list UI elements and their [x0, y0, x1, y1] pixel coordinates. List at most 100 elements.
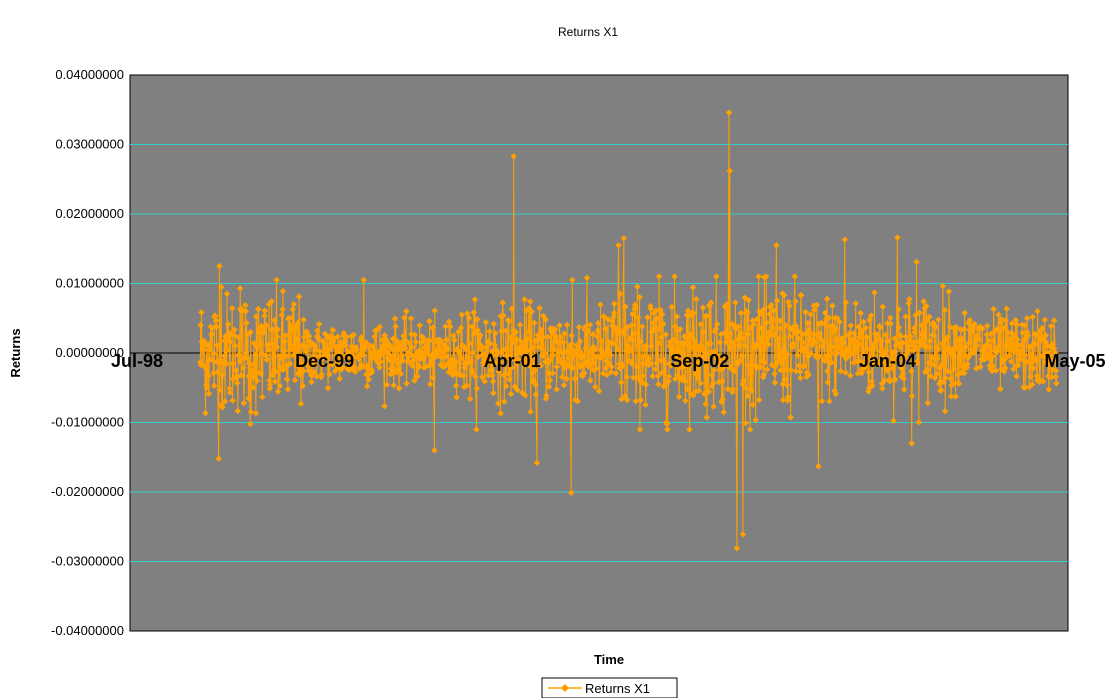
data-point	[1013, 373, 1020, 380]
data-point	[213, 323, 220, 330]
data-point	[694, 368, 701, 375]
data-point	[324, 384, 332, 392]
data-point	[637, 396, 644, 404]
data-point	[924, 399, 932, 407]
data-point	[816, 330, 824, 338]
data-point	[271, 378, 279, 385]
data-point	[1011, 332, 1018, 339]
data-point	[216, 262, 223, 270]
data-point	[984, 322, 991, 330]
data-point	[600, 349, 607, 357]
data-point	[416, 322, 423, 329]
data-point	[607, 368, 615, 376]
data-point	[1007, 345, 1014, 352]
data-point	[668, 303, 676, 311]
data-point	[306, 333, 313, 340]
data-point	[489, 372, 496, 379]
data-point	[392, 323, 399, 330]
data-point	[908, 440, 915, 447]
data-point	[558, 360, 565, 367]
data-point	[623, 373, 631, 381]
data-point	[419, 355, 426, 362]
data-point	[552, 333, 559, 340]
data-point	[832, 325, 839, 333]
data-point	[584, 358, 591, 365]
data-point	[252, 410, 260, 417]
data-point	[844, 352, 851, 360]
data-point	[1029, 365, 1037, 372]
data-point	[810, 302, 818, 309]
data-point	[1002, 364, 1009, 372]
data-point	[542, 316, 549, 323]
data-point	[265, 346, 272, 353]
data-point	[671, 323, 679, 330]
data-point	[745, 362, 753, 369]
data-point	[300, 367, 307, 375]
data-point	[221, 337, 228, 344]
data-point	[782, 322, 789, 329]
data-point	[277, 352, 284, 360]
data-point	[536, 334, 544, 342]
data-point	[639, 372, 647, 380]
data-point	[521, 296, 528, 303]
data-point	[563, 321, 571, 329]
data-point	[1011, 345, 1018, 352]
data-point	[592, 383, 599, 391]
data-point	[199, 361, 207, 369]
data-point	[568, 340, 576, 348]
data-point	[877, 348, 884, 355]
data-point	[414, 372, 421, 380]
data-point	[829, 302, 836, 309]
data-point	[1036, 376, 1044, 384]
data-point	[995, 342, 1003, 350]
data-point	[902, 313, 909, 320]
data-point	[863, 361, 870, 368]
data-point	[655, 339, 662, 347]
data-point	[664, 426, 671, 433]
data-point	[636, 294, 643, 301]
data-point	[395, 385, 403, 392]
data-point	[893, 357, 900, 364]
data-point	[234, 407, 242, 415]
data-point	[352, 368, 359, 375]
data-point	[752, 361, 759, 369]
data-point	[1042, 349, 1049, 356]
data-point	[821, 320, 828, 328]
data-point	[907, 333, 914, 340]
data-point	[391, 315, 399, 322]
data-point	[399, 357, 407, 364]
data-point	[720, 363, 728, 370]
data-point	[947, 350, 954, 357]
data-point	[508, 364, 515, 371]
data-point	[816, 353, 823, 360]
data-point	[708, 371, 716, 379]
data-point	[965, 339, 973, 346]
data-point	[568, 332, 575, 339]
data-point	[915, 419, 923, 426]
data-point	[945, 288, 953, 295]
data-point	[695, 346, 702, 353]
data-point	[749, 317, 756, 324]
data-point	[895, 324, 903, 331]
data-point	[321, 340, 328, 347]
data-point	[411, 331, 419, 339]
data-point	[973, 342, 981, 349]
data-point	[857, 330, 865, 337]
data-point	[805, 326, 813, 334]
data-point	[735, 323, 742, 330]
data-point	[1041, 359, 1049, 366]
data-point	[212, 317, 220, 324]
data-point	[261, 312, 268, 319]
data-point	[261, 307, 269, 314]
data-point	[865, 368, 873, 376]
data-point	[781, 376, 788, 383]
x-axis-title: Time	[594, 652, 624, 667]
data-point	[740, 335, 747, 342]
data-point	[682, 397, 689, 405]
data-point	[1029, 313, 1036, 321]
data-point	[602, 326, 610, 333]
data-point	[528, 344, 536, 351]
data-point	[766, 303, 774, 311]
data-point	[828, 343, 836, 351]
data-point	[1031, 341, 1038, 348]
